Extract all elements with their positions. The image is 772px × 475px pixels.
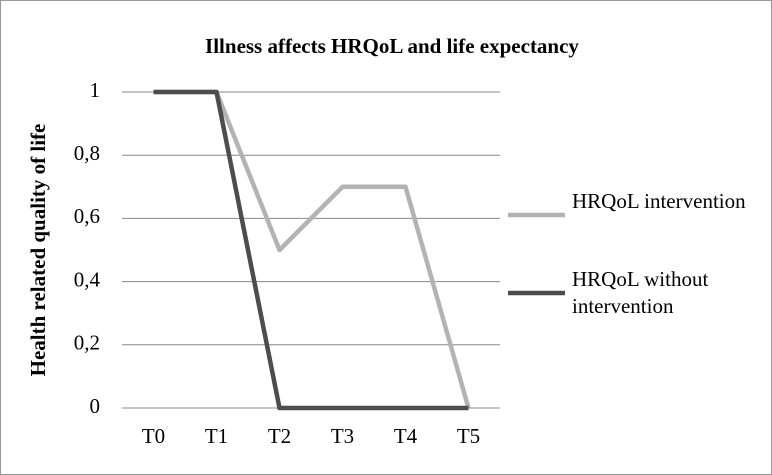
legend-label: HRQoL intervention: [572, 189, 746, 213]
x-tick-label: T0: [142, 424, 165, 448]
x-tick-label: T4: [394, 424, 418, 448]
series-line: [153, 89, 469, 411]
x-tick-label: T2: [268, 424, 291, 448]
y-axis-label: Health related quality of life: [26, 124, 50, 377]
x-tick-label: T1: [205, 424, 228, 448]
y-tick-label: 1: [90, 78, 101, 102]
y-tick-label: 0: [90, 394, 101, 418]
y-tick-label: 0,6: [74, 204, 100, 228]
y-tick-label: 0,4: [74, 267, 101, 291]
y-tick-label: 0,2: [74, 331, 100, 355]
chart-title: Illness affects HRQoL and life expectanc…: [205, 34, 579, 58]
legend-label: HRQoL without intervention: [572, 267, 709, 318]
y-tick-label: 0,8: [74, 141, 100, 165]
x-tick-label: T3: [331, 424, 354, 448]
x-tick-label: T5: [457, 424, 480, 448]
